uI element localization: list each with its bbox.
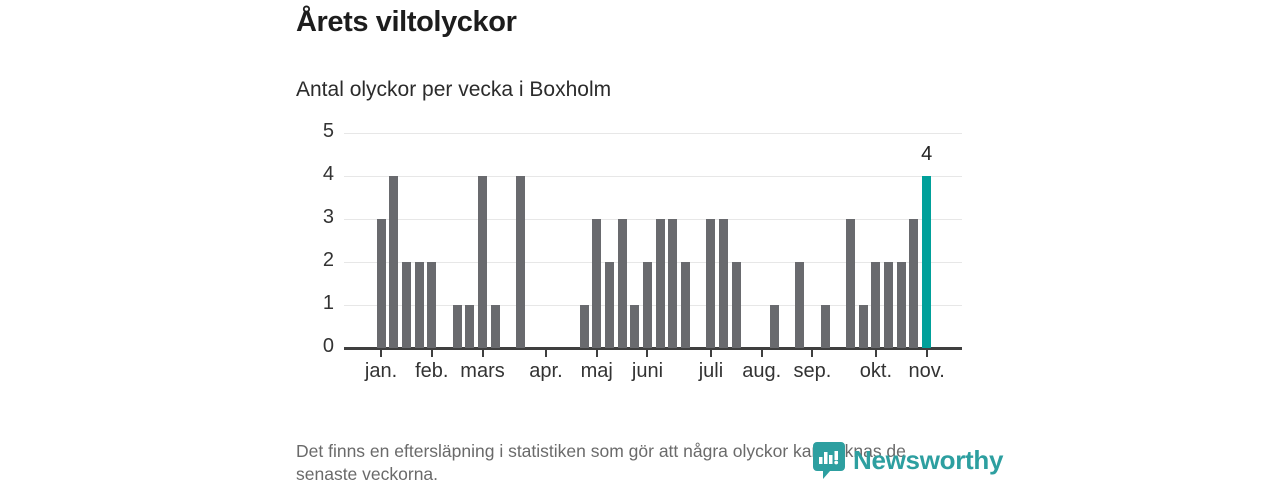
page-title: Årets viltolyckor bbox=[296, 6, 517, 38]
y-tick-label-4: 4 bbox=[322, 163, 334, 185]
bar-week-12 bbox=[516, 176, 526, 348]
chart-subtitle: Antal olyckor per vecka i Boxholm bbox=[296, 78, 612, 101]
x-tick-label-mars: mars bbox=[460, 360, 505, 382]
data-lag-footnote: Det finns en eftersläpning i statistiken… bbox=[296, 441, 906, 480]
x-tick-mars bbox=[481, 350, 484, 357]
gridline-y1 bbox=[344, 305, 962, 306]
y-tick-label-3: 3 bbox=[322, 206, 334, 228]
gridline-y4 bbox=[344, 176, 962, 177]
newsworthy-logo: Newsworthy bbox=[812, 441, 1003, 479]
x-tick-juli bbox=[709, 350, 712, 357]
x-tick-aug bbox=[760, 350, 763, 357]
bar-week-4 bbox=[414, 262, 424, 348]
x-axis-line bbox=[344, 347, 962, 350]
gridline-y5 bbox=[344, 133, 962, 134]
bar-week-34 bbox=[795, 262, 805, 348]
bar-week-9 bbox=[478, 176, 488, 348]
gridline-y3 bbox=[344, 219, 962, 220]
bar-week-17 bbox=[579, 305, 589, 348]
x-tick-jan bbox=[380, 350, 382, 357]
x-tick-label-maj: maj bbox=[580, 360, 613, 382]
x-tick-okt bbox=[874, 350, 877, 357]
bar-week-3 bbox=[401, 262, 411, 348]
gridline-y2 bbox=[344, 262, 962, 263]
y-tick-label-0: 0 bbox=[322, 335, 334, 357]
x-tick-label-juli: juli bbox=[698, 360, 724, 382]
x-tick-nov bbox=[925, 350, 928, 357]
x-tick-sep bbox=[811, 350, 814, 357]
x-tick-maj bbox=[595, 350, 598, 357]
bar-week-1 bbox=[376, 219, 386, 348]
y-tick-label-5: 5 bbox=[322, 120, 334, 142]
x-tick-label-sep: sep. bbox=[793, 360, 832, 382]
x-tick-label-aug: aug. bbox=[742, 360, 782, 382]
bar-week-21 bbox=[630, 305, 640, 348]
bar-week-18 bbox=[592, 219, 602, 348]
bar-week-27 bbox=[706, 219, 716, 348]
y-tick-label-2: 2 bbox=[322, 249, 334, 271]
bar-week-42 bbox=[896, 262, 906, 348]
x-tick-label-feb: feb. bbox=[415, 360, 449, 382]
x-tick-label-juni: juni bbox=[631, 360, 664, 382]
y-tick-label-1: 1 bbox=[322, 292, 334, 314]
x-tick-feb bbox=[430, 350, 433, 357]
bar-week-28 bbox=[719, 219, 729, 348]
bar-week-32 bbox=[769, 305, 779, 348]
bar-week-44-highlighted bbox=[922, 176, 932, 348]
bar-week-39 bbox=[858, 305, 868, 348]
x-tick-label-nov: nov. bbox=[908, 360, 945, 382]
bar-week-24 bbox=[668, 219, 678, 348]
bar-week-2 bbox=[389, 176, 399, 348]
bar-week-23 bbox=[655, 219, 665, 348]
newsworthy-wordmark: Newsworthy bbox=[853, 444, 1004, 475]
bar-week-20 bbox=[617, 219, 627, 348]
bar-week-8 bbox=[465, 305, 475, 348]
bar-week-41 bbox=[884, 262, 894, 348]
x-tick-apr bbox=[544, 350, 547, 357]
bar-week-36 bbox=[820, 305, 830, 348]
x-tick-label-apr: apr. bbox=[529, 360, 563, 382]
newsworthy-pin-barchart-icon bbox=[812, 441, 846, 479]
bar-week-43 bbox=[909, 219, 919, 348]
bar-week-25 bbox=[681, 262, 691, 348]
x-tick-label-jan: jan. bbox=[364, 360, 398, 382]
bar-week-38 bbox=[846, 219, 856, 348]
bar-week-19 bbox=[604, 262, 614, 348]
bar-week-10 bbox=[490, 305, 500, 348]
bar-week-22 bbox=[642, 262, 652, 348]
bar-week-29 bbox=[731, 262, 741, 348]
highlighted-bar-value-label: 4 bbox=[921, 143, 933, 165]
bar-week-40 bbox=[871, 262, 881, 348]
x-tick-label-okt: okt. bbox=[859, 360, 893, 382]
x-tick-juni bbox=[646, 350, 649, 357]
bar-week-7 bbox=[452, 305, 462, 348]
bar-week-5 bbox=[427, 262, 437, 348]
